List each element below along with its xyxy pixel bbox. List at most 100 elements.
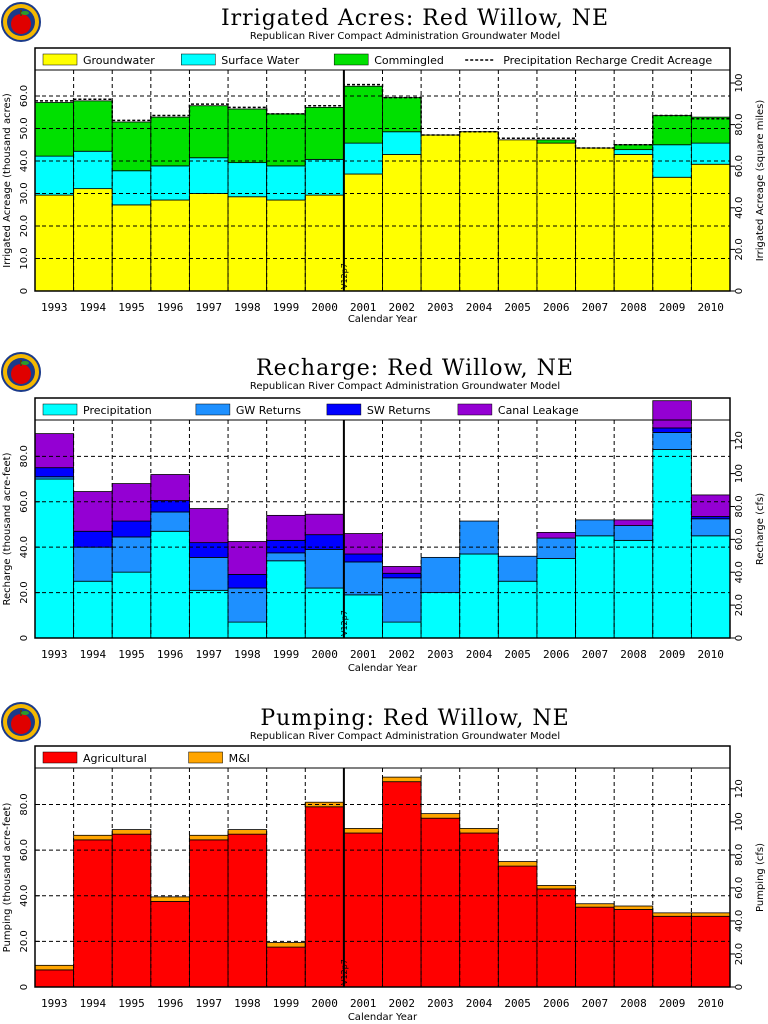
pumping-title: Pumping: Red Willow, NE: [260, 706, 569, 731]
bar-agricultural-1996: [150, 901, 190, 988]
bar-m-i-2005: [497, 861, 538, 867]
y2-tick-label: 120: [734, 779, 745, 798]
bar-surface-water-1999: [266, 165, 306, 201]
bar-commingled-2006: [536, 139, 576, 144]
pumping-y-axis: 0 20.0 40.0 60.0 80.0 Pumping (thousand acre-…: [2, 793, 40, 990]
bar-sw-returns-2009: [652, 427, 692, 433]
legend-label: Precipitation Recharge Credit Acreage: [503, 54, 712, 67]
recharge-frame: [34, 397, 731, 639]
bar-m-i-1998: [227, 829, 268, 835]
bar-gw-returns-2003: [420, 556, 461, 593]
bar-canal-leakage-2010: [690, 494, 731, 517]
legend-swatch-gw-returns: [195, 403, 231, 416]
bar-surface-water-2002: [382, 131, 422, 155]
x-tick-label-2004: 2004: [466, 648, 493, 661]
bar-canal-leakage-1995: [111, 483, 152, 522]
x-tick-label-2003: 2003: [427, 648, 454, 661]
y-tick-label: 20.0: [19, 215, 30, 237]
bar-gw-returns-1995: [111, 536, 152, 573]
y2-tick-label: 20.0: [734, 943, 745, 965]
y2-tick-label: 80.0: [734, 495, 745, 517]
bar-canal-leakage-2008: [613, 519, 654, 526]
bar-gw-returns-2005: [497, 555, 538, 582]
legend-swatch-canal-leakage: [457, 403, 493, 416]
bar-precipitation-2008: [613, 539, 654, 639]
bar-m-i-2007: [575, 903, 615, 908]
x-tick-label-2001: 2001: [350, 301, 377, 314]
y-tick-label: 40.0: [19, 885, 30, 907]
x-axis-label: Calendar Year: [348, 663, 418, 674]
bar-commingled-1996: [150, 116, 190, 167]
x-tick-label-2004: 2004: [466, 997, 493, 1010]
irrigated-acres-y2-axis: 0 20.0 40.0 60.0 80.0 100 Irrigated Acreage (s…: [730, 73, 766, 294]
x-tick-label-1994: 1994: [80, 648, 107, 661]
bar-groundwater-2003: [420, 134, 461, 292]
y2-tick-label: 60.0: [734, 155, 745, 177]
legend-label: Groundwater: [83, 54, 155, 67]
x-tick-label-1993: 1993: [41, 997, 68, 1010]
y2-tick-label: 100: [734, 464, 745, 483]
bar-agricultural-1993: [34, 969, 75, 988]
bar-commingled-1995: [111, 121, 152, 172]
y-tick-label: 40.0: [19, 150, 30, 172]
x-tick-label-2000: 2000: [311, 648, 338, 661]
bar-gw-returns-1997: [189, 556, 229, 591]
bar-commingled-1994: [73, 100, 113, 152]
bar-commingled-2009: [652, 115, 692, 146]
x-tick-label-1999: 1999: [273, 648, 300, 661]
recharge-title: Recharge: Red Willow, NE: [256, 356, 574, 381]
model-version-label: V12p7: [340, 610, 349, 636]
bar-agricultural-2010: [690, 915, 731, 988]
x-tick-label-2010: 2010: [697, 648, 724, 661]
bar-precipitation-2009: [652, 449, 692, 639]
apple-logo-icon: [1, 702, 41, 742]
irrigated-acres-grid: [35, 70, 730, 291]
recharge-legend: Precipitation GW Returns SW Returns Canal L…: [42, 403, 579, 417]
bar-surface-water-1997: [189, 157, 229, 194]
x-tick-label-2008: 2008: [620, 301, 647, 314]
bar-precipitation-2005: [497, 580, 538, 639]
x-tick-label-1997: 1997: [196, 997, 223, 1010]
bar-agricultural-1998: [227, 833, 268, 988]
bar-commingled-2002: [382, 97, 422, 133]
bar-m-i-2010: [690, 912, 731, 917]
bar-canal-leakage-2002: [382, 566, 422, 574]
bar-m-i-1995: [111, 829, 152, 835]
bar-m-i-1997: [189, 834, 229, 841]
bar-precipitation-2002: [382, 621, 422, 639]
x-tick-label-1996: 1996: [157, 648, 184, 661]
y-tick-label: 0: [19, 288, 30, 294]
bar-sw-returns-1997: [189, 542, 229, 558]
bar-gw-returns-2009: [652, 432, 692, 450]
x-axis-label: Calendar Year: [348, 314, 418, 325]
irrigated-acres-x-axis: 1993 1994 1995 1996 1997 1998 1999 2000 2001 2002…: [41, 301, 724, 325]
irrigated-acres-title: Irrigated Acres: Red Willow, NE: [221, 6, 609, 31]
bar-precipitation-2003: [420, 592, 461, 639]
legend-label: GW Returns: [236, 404, 301, 417]
bar-canal-leakage-2001: [343, 533, 383, 555]
x-tick-label-1997: 1997: [196, 301, 223, 314]
x-tick-label-2000: 2000: [311, 301, 338, 314]
bar-groundwater-1997: [189, 193, 229, 292]
irrigated-acres-frame: [34, 47, 731, 292]
y-tick-label: 20.0: [19, 930, 30, 952]
bar-sw-returns-1996: [150, 500, 190, 513]
recharge-x-axis: 1993 1994 1995 1996 1997 1998 1999 2000 2001 2002…: [41, 648, 724, 674]
recharge-y-axis: 0 20.0 40.0 60.0 80.0 Recharge (thousand acre…: [2, 445, 40, 641]
bar-m-i-2009: [652, 912, 692, 917]
bar-sw-returns-1998: [227, 574, 268, 589]
bar-surface-water-1996: [150, 165, 190, 201]
bar-sw-returns-2002: [382, 572, 422, 579]
bar-gw-returns-2002: [382, 577, 422, 623]
bar-canal-leakage-1996: [150, 474, 190, 502]
bar-m-i-1996: [150, 896, 190, 902]
legend-swatch-groundwater: [42, 53, 78, 66]
y-tick-label: 10.0: [19, 247, 30, 269]
model-version-label: V12p7: [340, 263, 349, 289]
x-tick-label-1995: 1995: [118, 648, 145, 661]
x-tick-label-2002: 2002: [389, 301, 416, 314]
bar-surface-water-2001: [343, 142, 383, 175]
y2-tick-label: 20.0: [734, 594, 745, 616]
x-tick-label-2009: 2009: [659, 648, 686, 661]
